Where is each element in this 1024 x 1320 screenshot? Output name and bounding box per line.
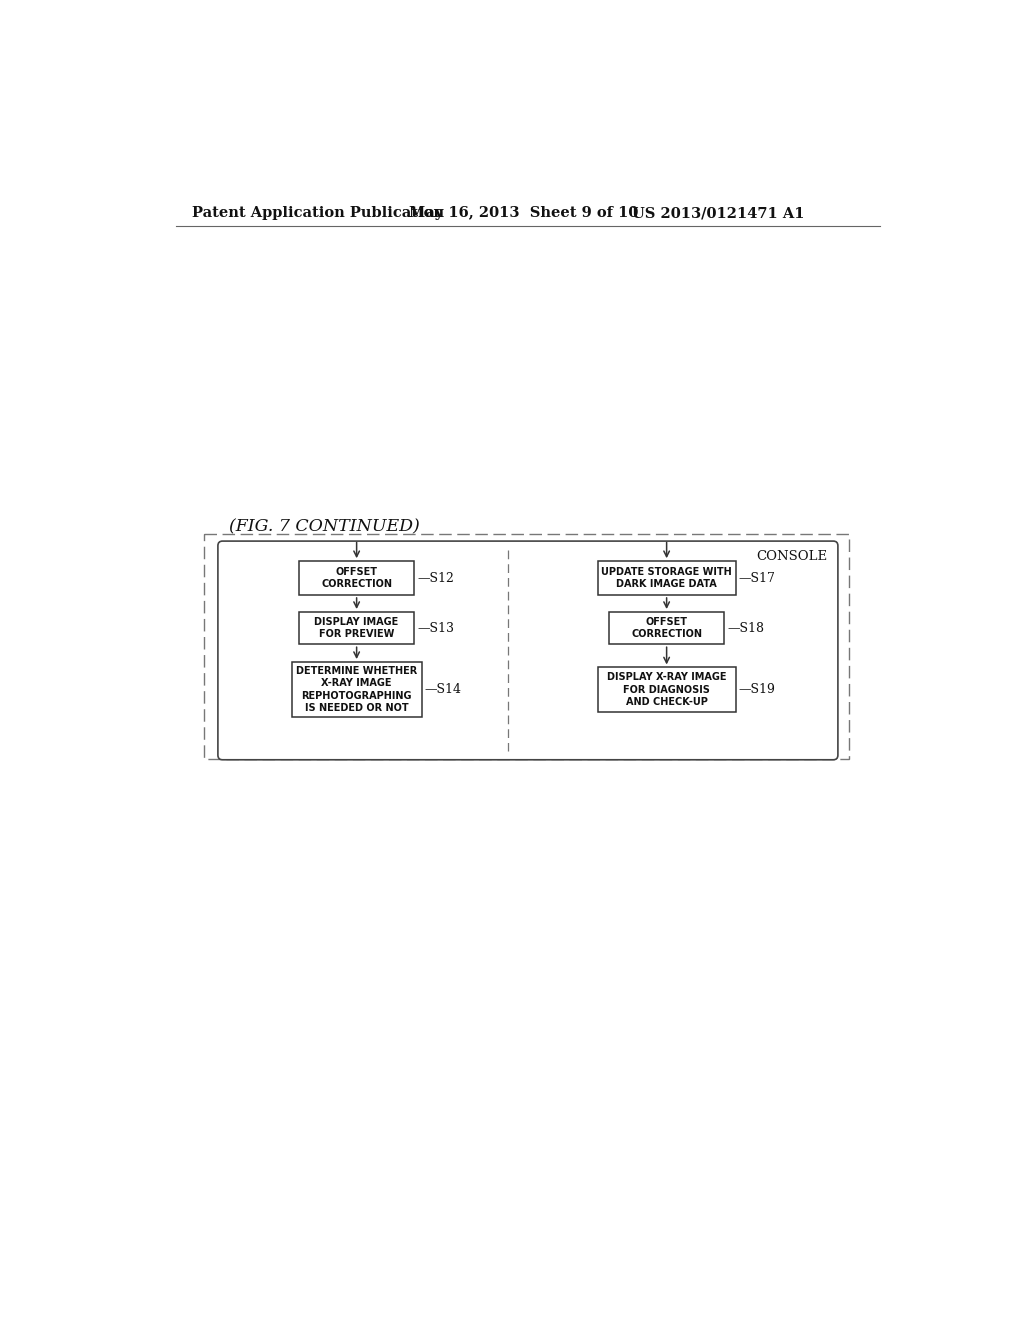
Text: DISPLAY IMAGE
FOR PREVIEW: DISPLAY IMAGE FOR PREVIEW [314, 616, 398, 639]
Bar [299, 612, 414, 644]
Text: CONSOLE: CONSOLE [756, 550, 827, 564]
Text: Patent Application Publication: Patent Application Publication [191, 206, 443, 220]
Bar [292, 663, 422, 718]
Text: OFFSET
CORRECTION: OFFSET CORRECTION [631, 616, 702, 639]
Text: (FIG. 7 CONTINUED): (FIG. 7 CONTINUED) [228, 519, 420, 536]
Text: —S19: —S19 [738, 684, 775, 696]
Text: DETERMINE WHETHER
X-RAY IMAGE
REPHOTOGRAPHING
IS NEEDED OR NOT: DETERMINE WHETHER X-RAY IMAGE REPHOTOGRA… [296, 667, 417, 713]
Text: —S14: —S14 [425, 684, 462, 696]
Bar [598, 561, 735, 595]
FancyBboxPatch shape [218, 541, 838, 760]
Text: DISPLAY X-RAY IMAGE
FOR DIAGNOSIS
AND CHECK-UP: DISPLAY X-RAY IMAGE FOR DIAGNOSIS AND CH… [607, 672, 726, 708]
Bar [598, 668, 735, 711]
Text: —S18: —S18 [727, 622, 764, 635]
Text: —S13: —S13 [417, 622, 454, 635]
Text: UPDATE STORAGE WITH
DARK IMAGE DATA: UPDATE STORAGE WITH DARK IMAGE DATA [601, 566, 732, 589]
Text: —S12: —S12 [417, 572, 454, 585]
Text: OFFSET
CORRECTION: OFFSET CORRECTION [322, 566, 392, 589]
Text: —S17: —S17 [738, 572, 775, 585]
Text: US 2013/0121471 A1: US 2013/0121471 A1 [632, 206, 804, 220]
Text: May 16, 2013  Sheet 9 of 10: May 16, 2013 Sheet 9 of 10 [410, 206, 639, 220]
Bar [204, 535, 849, 759]
Bar [299, 561, 414, 595]
Bar [609, 612, 724, 644]
